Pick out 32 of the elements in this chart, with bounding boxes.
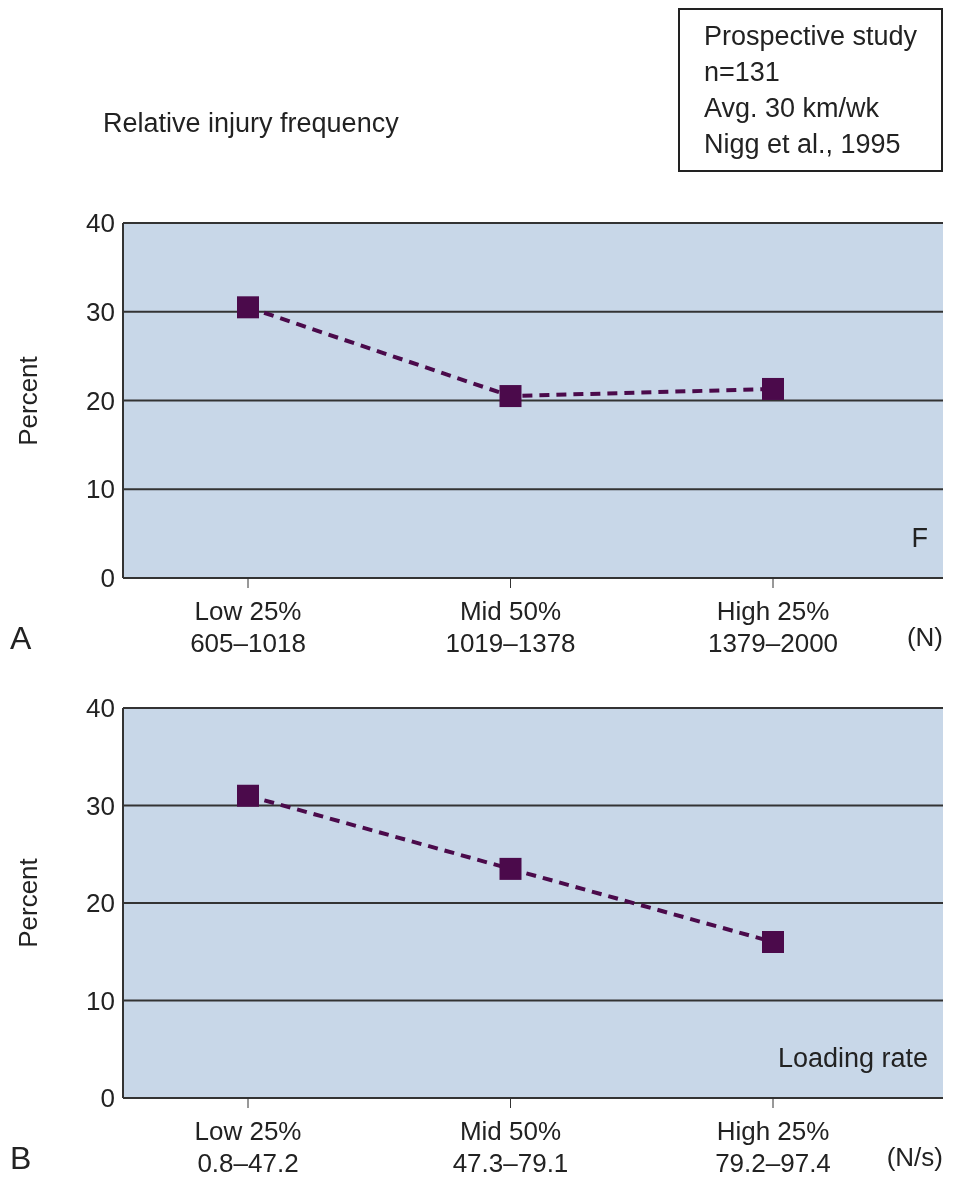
point: [237, 296, 259, 319]
x-axis-title: (N/s): [886, 1142, 943, 1173]
point: [499, 857, 522, 880]
y-axis-title: Percent: [12, 355, 44, 446]
y-tick-label: 10: [86, 474, 115, 505]
x-tick-label: Low 25% 605–1018: [190, 596, 306, 658]
text: Prospective study n=131 Avg. 30 km/wk Nigg et al., 1995: [677, 8, 943, 172]
chart-title: Relative injury frequency: [103, 108, 399, 139]
point: [762, 931, 784, 953]
y-tick-label: 40: [86, 693, 115, 724]
annotation: F: [911, 523, 928, 554]
text: B: [10, 1140, 32, 1177]
y-tick-label: 10: [86, 985, 115, 1016]
point: [499, 385, 522, 408]
x-tick-label: Mid 50% 1019–1378: [445, 596, 576, 658]
x-tick-label: Low 25% 0.8–47.2: [194, 1116, 302, 1178]
text: A: [10, 620, 32, 657]
x-tick-label: High 25% 1379–2000: [707, 596, 839, 658]
y-tick-label: 30: [86, 296, 115, 327]
x-tick-label: Mid 50% 47.3–79.1: [452, 1116, 569, 1178]
annotation: Loading rate: [777, 1043, 928, 1074]
y-tick-label: 20: [86, 888, 115, 919]
y-axis-title: Percent: [12, 858, 44, 948]
x-axis-title: (N): [906, 622, 943, 653]
y-tick-label: 40: [86, 208, 115, 239]
y-tick-label: 0: [100, 1083, 115, 1114]
y-tick-label: 20: [86, 385, 115, 416]
y-tick-label: 0: [100, 563, 115, 594]
point: [237, 784, 259, 807]
y-tick-label: 30: [86, 790, 115, 821]
point: [762, 377, 784, 400]
x-tick-label: High 25% 79.2–97.4: [715, 1116, 831, 1178]
